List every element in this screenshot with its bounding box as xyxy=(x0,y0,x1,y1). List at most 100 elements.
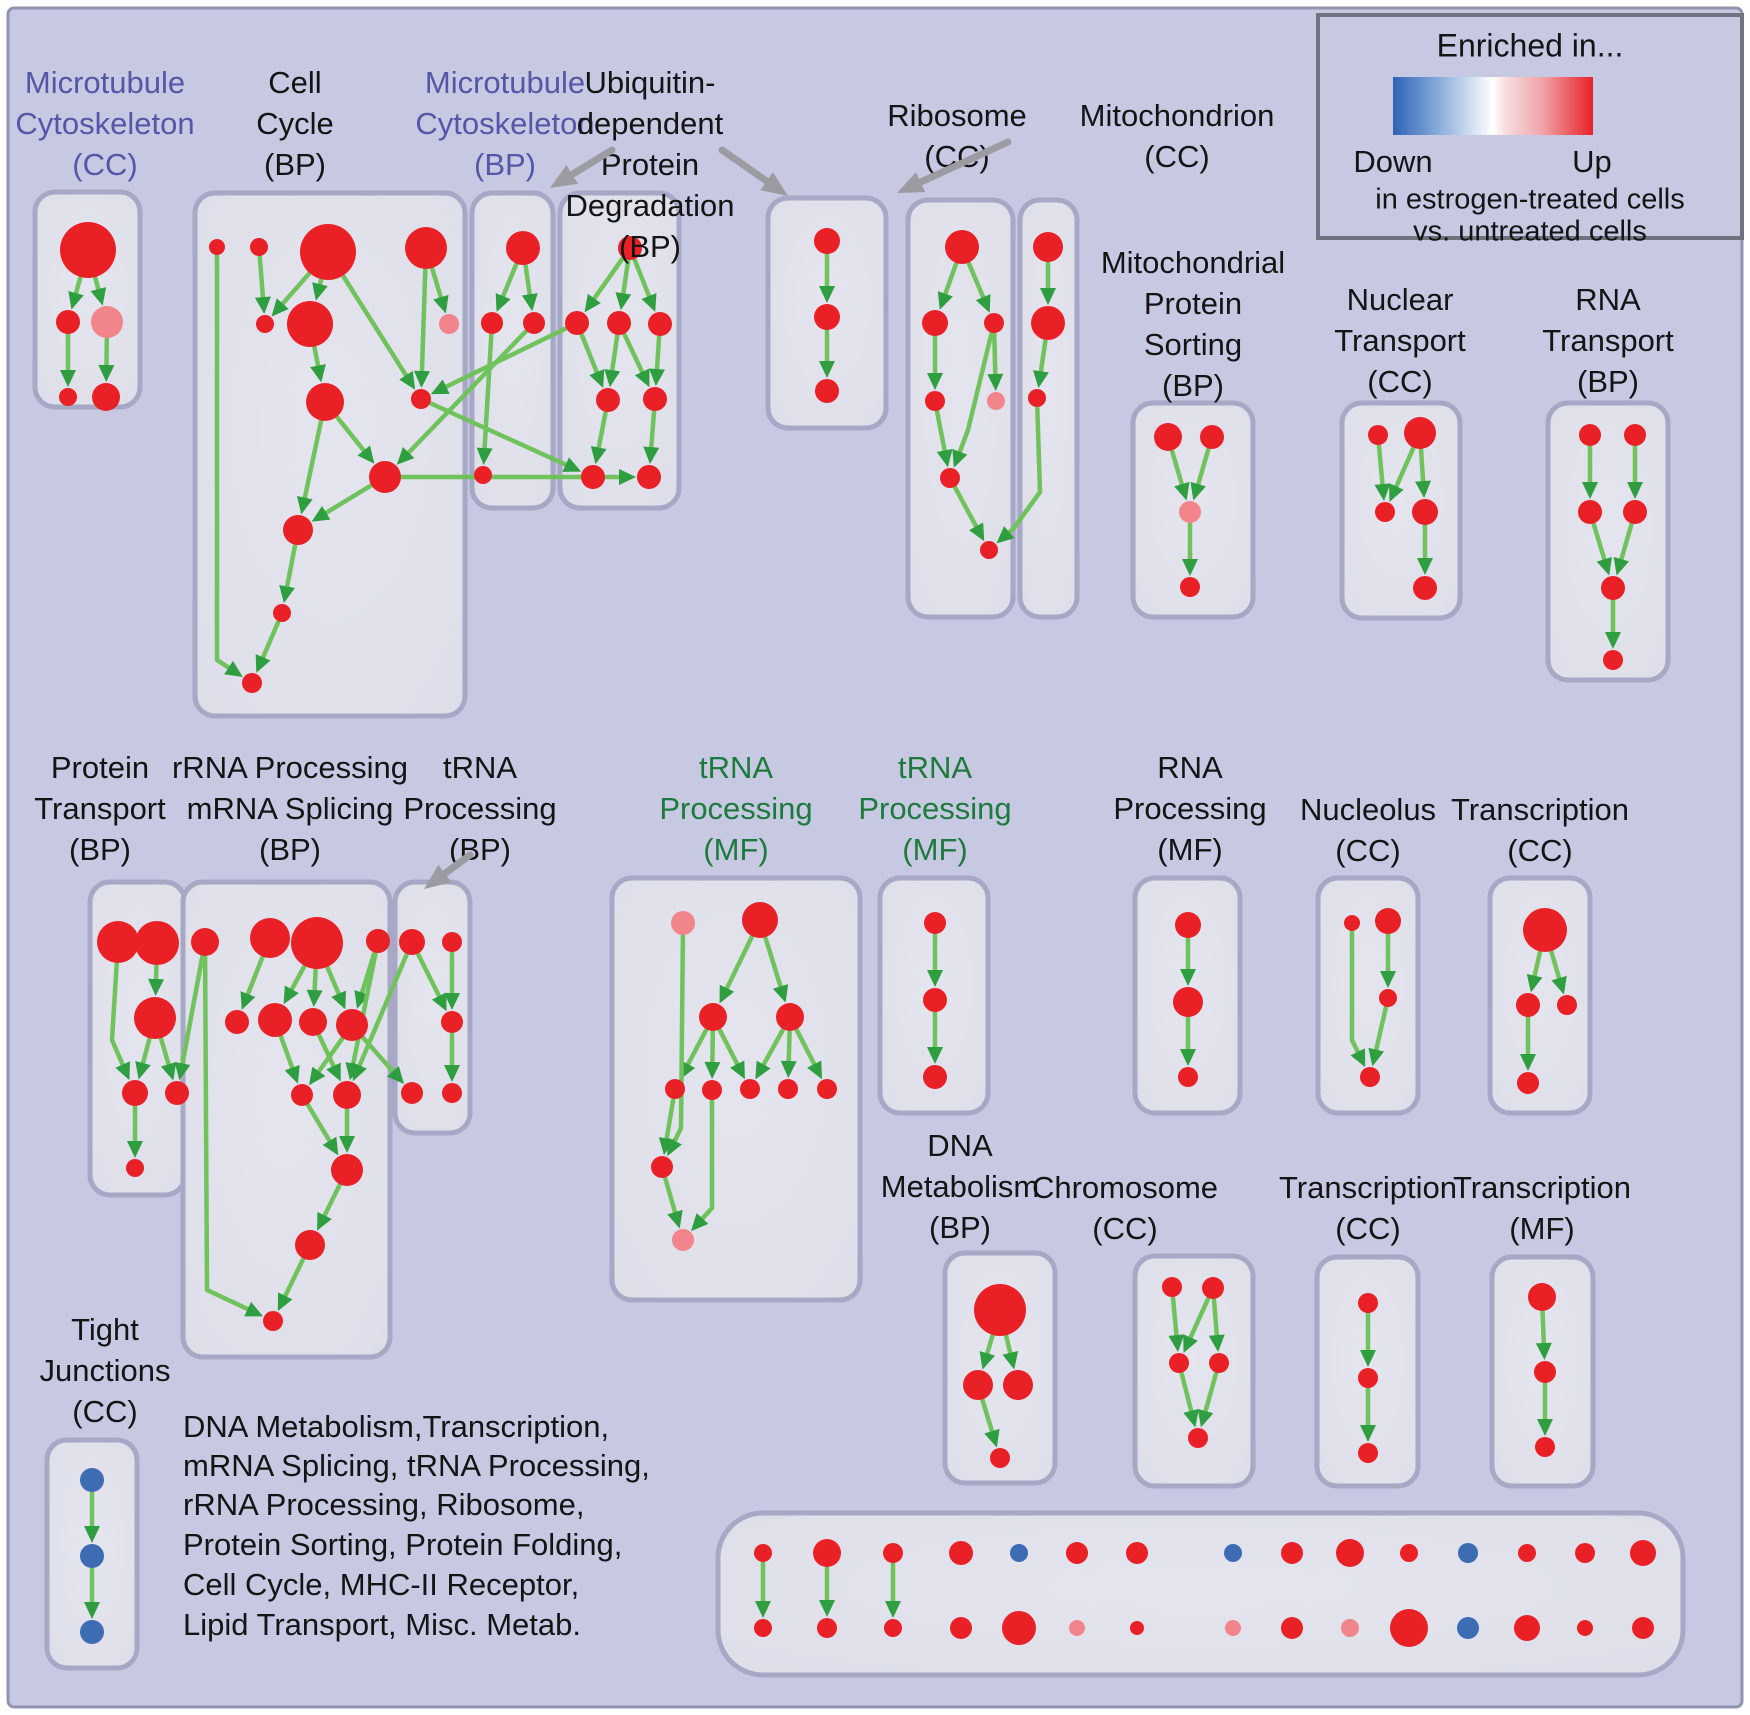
go-term-node xyxy=(1375,908,1401,934)
edge-line xyxy=(1169,449,1186,492)
group-label-transcription-cc-1: (CC) xyxy=(1507,833,1572,868)
group-label-microtubule-cytoskeleton-bp: Microtubule xyxy=(425,65,585,100)
go-term-node xyxy=(648,312,672,336)
edge-line xyxy=(1003,405,1043,538)
legend-up-label: Up xyxy=(1572,144,1612,179)
edge-line xyxy=(1037,338,1048,379)
edge-arrowhead-icon xyxy=(1360,1425,1376,1442)
edge-arrowhead-icon xyxy=(160,1061,177,1081)
go-term-node xyxy=(984,313,1004,333)
go-term-node xyxy=(949,1541,973,1565)
edge-arrowhead-icon xyxy=(495,293,511,312)
go-term-node xyxy=(1344,915,1360,931)
go-term-node xyxy=(1630,1540,1656,1566)
go-term-node xyxy=(980,541,998,559)
go-term-node xyxy=(637,465,661,489)
edge-line xyxy=(158,1036,173,1072)
go-term-node xyxy=(333,1081,361,1109)
edge-line xyxy=(278,1034,297,1075)
group-label-transcription-cc-2: Transcription xyxy=(1279,1170,1457,1205)
group-label-dna-metabolism-bp: DNA xyxy=(927,1128,993,1163)
edge-arrowhead-icon xyxy=(1537,1419,1553,1436)
go-term-node xyxy=(441,1011,463,1033)
group-box-rrna-processing-mrna-splicing-bp xyxy=(180,879,393,1360)
go-term-node xyxy=(122,1080,148,1106)
go-term-node xyxy=(92,383,120,411)
go-term-node xyxy=(990,1448,1010,1468)
group-label-tight-junctions-cc: Junctions xyxy=(40,1353,171,1388)
edge-arrowhead-icon xyxy=(279,584,295,604)
go-term-node xyxy=(1577,1620,1593,1636)
go-term-node xyxy=(1358,1293,1378,1313)
go-term-node xyxy=(135,921,179,965)
edge-arrowhead-icon xyxy=(399,371,416,390)
edge-arrowhead-icon xyxy=(284,1065,300,1084)
edge-line xyxy=(992,331,998,382)
group-label-mitochondrion-cc: (CC) xyxy=(1144,139,1209,174)
go-term-node xyxy=(1368,425,1388,445)
edge-arrowhead-icon xyxy=(1596,556,1612,576)
edge-arrowhead-icon xyxy=(619,469,636,485)
go-term-node xyxy=(814,304,840,330)
go-term-node xyxy=(56,310,80,334)
edge-line xyxy=(109,961,127,1072)
edge-arrowhead-icon xyxy=(952,448,968,468)
edge-arrowhead-icon xyxy=(1174,481,1190,501)
edge-arrowhead-icon xyxy=(634,368,650,388)
go-term-node xyxy=(242,673,262,693)
edge-line xyxy=(609,333,620,378)
go-term-node xyxy=(1535,1437,1555,1457)
edge-line xyxy=(280,1257,306,1303)
go-term-node xyxy=(287,301,333,347)
edge-arrowhead-icon xyxy=(927,1047,943,1064)
edge-arrowhead-icon xyxy=(240,991,256,1010)
group-label-transcription-cc-1: Transcription xyxy=(1451,792,1629,827)
go-term-node xyxy=(506,231,540,265)
edge-arrowhead-icon xyxy=(1033,370,1049,389)
edge-arrowhead-icon xyxy=(719,984,735,1004)
group-box-nucleolus-cc xyxy=(1315,875,1421,1116)
edge-line xyxy=(1201,1371,1219,1419)
edge-line xyxy=(934,409,948,458)
edge-arrowhead-icon xyxy=(1374,483,1391,502)
go-term-node xyxy=(1130,1621,1144,1635)
legend-down-label: Down xyxy=(1353,144,1432,179)
go-term-node xyxy=(306,383,344,421)
group-label-mitochondrial-protein-sorting-bp: (BP) xyxy=(1162,368,1224,403)
go-term-node xyxy=(1066,1542,1088,1564)
edge-arrowhead-icon xyxy=(975,294,991,313)
go-term-node xyxy=(91,306,123,338)
group-label-microtubule-cytoskeleton-cc: Cytoskeleton xyxy=(15,106,194,141)
go-term-node xyxy=(80,1620,104,1644)
edge-line xyxy=(1179,1371,1195,1418)
layer-edges xyxy=(60,252,1643,1619)
group-label-rna-processing-mf: Processing xyxy=(1113,791,1266,826)
go-term-node xyxy=(1358,1443,1378,1463)
edge-arrowhead-icon xyxy=(357,445,375,464)
group-label-ubiquitin-degradation-bp: Degradation xyxy=(566,188,735,223)
edge-arrowhead-icon xyxy=(317,1211,332,1231)
edge-line xyxy=(710,1029,716,1070)
edge-arrowhead-icon xyxy=(1360,1350,1376,1367)
edge-line xyxy=(257,254,266,305)
go-term-node xyxy=(59,388,77,406)
edge-arrowhead-icon xyxy=(1368,1047,1385,1067)
go-term-node xyxy=(1200,425,1224,449)
go-term-node xyxy=(1202,1277,1224,1299)
go-term-node xyxy=(250,238,268,256)
edge-line xyxy=(966,261,988,305)
go-term-node xyxy=(1069,1620,1085,1636)
edge-arrowhead-icon xyxy=(667,1209,683,1229)
go-term-node xyxy=(474,466,492,484)
group-label-trna-processing-mf-small: Processing xyxy=(858,791,1011,826)
edge-arrowhead-icon xyxy=(339,1136,355,1153)
go-term-node xyxy=(209,239,225,255)
edge-arrowhead-icon xyxy=(311,505,331,522)
edge-arrowhead-icon xyxy=(979,1351,995,1370)
go-term-node xyxy=(336,1009,368,1041)
group-label-chromosome-cc: Chromosome xyxy=(1032,1170,1218,1205)
edge-line xyxy=(402,329,528,459)
go-term-node xyxy=(945,230,979,264)
go-term-node xyxy=(565,311,589,335)
edge-arrowhead-icon xyxy=(772,984,789,1003)
